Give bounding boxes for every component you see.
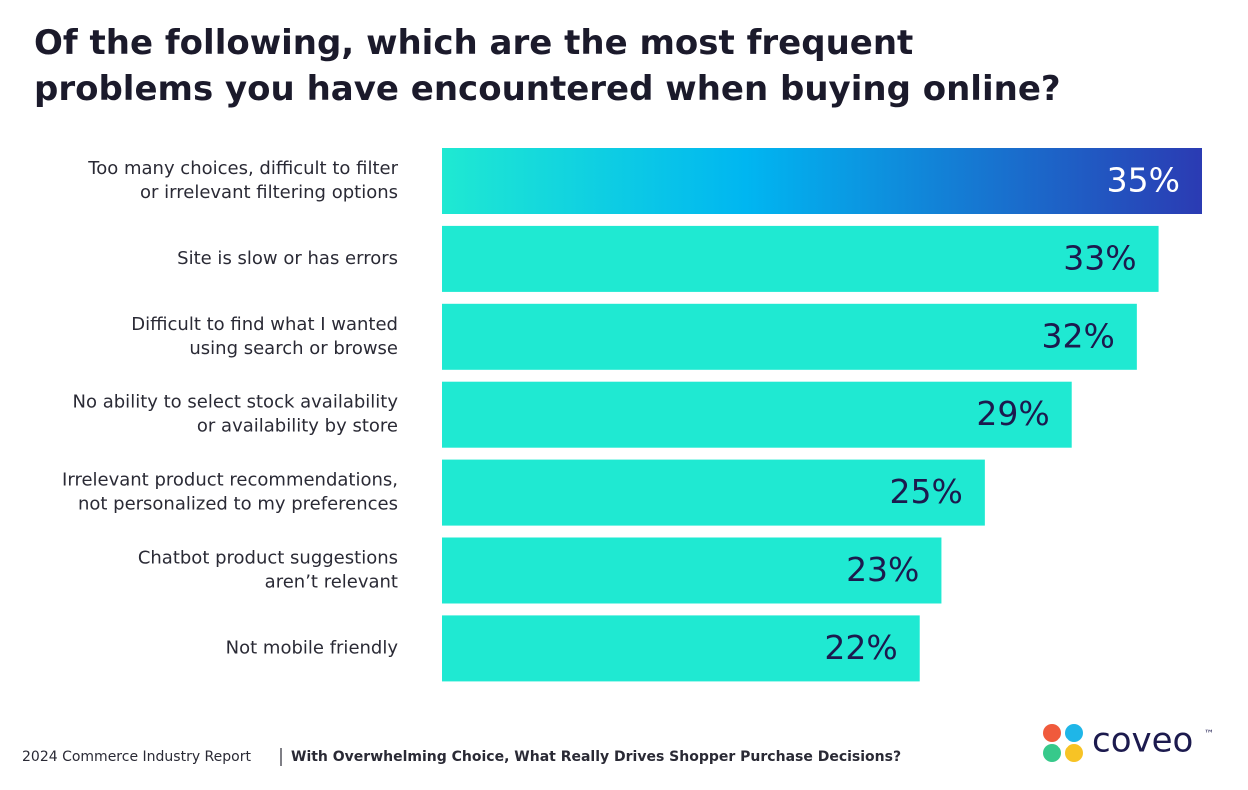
logo-petal bbox=[1065, 724, 1083, 742]
bar bbox=[442, 537, 942, 604]
value-label: 29% bbox=[976, 394, 1049, 433]
value-label: 25% bbox=[889, 472, 962, 511]
logo-trademark: ™ bbox=[1204, 729, 1214, 740]
logo-petal bbox=[1043, 744, 1061, 762]
bar bbox=[442, 381, 1072, 448]
logo-petal bbox=[1065, 744, 1083, 762]
logo-text: coveo bbox=[1092, 721, 1193, 761]
value-label: 23% bbox=[846, 550, 919, 589]
value-label: 22% bbox=[824, 628, 897, 667]
bar bbox=[442, 615, 920, 682]
logo-center bbox=[1057, 737, 1069, 749]
value-label: 35% bbox=[1107, 161, 1180, 200]
value-label: 32% bbox=[1041, 316, 1114, 355]
bar bbox=[442, 459, 985, 526]
chart-title: Of the following, which are the most fre… bbox=[34, 23, 1061, 109]
category-label: Too many choices, difficult to filter or … bbox=[87, 158, 398, 203]
logo-icon bbox=[1043, 724, 1083, 762]
category-label: Irrelevant product recommendations, not p… bbox=[62, 470, 398, 515]
bar bbox=[442, 225, 1159, 292]
bar bbox=[442, 148, 1202, 214]
category-label: Site is slow or has errors bbox=[177, 248, 398, 269]
bar bbox=[442, 303, 1137, 370]
value-label: 33% bbox=[1063, 238, 1136, 277]
footer-subtitle: With Overwhelming Choice, What Really Dr… bbox=[291, 749, 901, 765]
category-label: Not mobile friendly bbox=[226, 637, 399, 658]
category-label: No ability to select stock availability o… bbox=[73, 392, 399, 437]
category-label: Difficult to find what I wanted using sea… bbox=[131, 314, 398, 359]
footer-report: 2024 Commerce Industry Report bbox=[22, 749, 251, 765]
category-label: Chatbot product suggestions aren’t releva… bbox=[138, 548, 398, 593]
logo-petal bbox=[1043, 724, 1061, 742]
